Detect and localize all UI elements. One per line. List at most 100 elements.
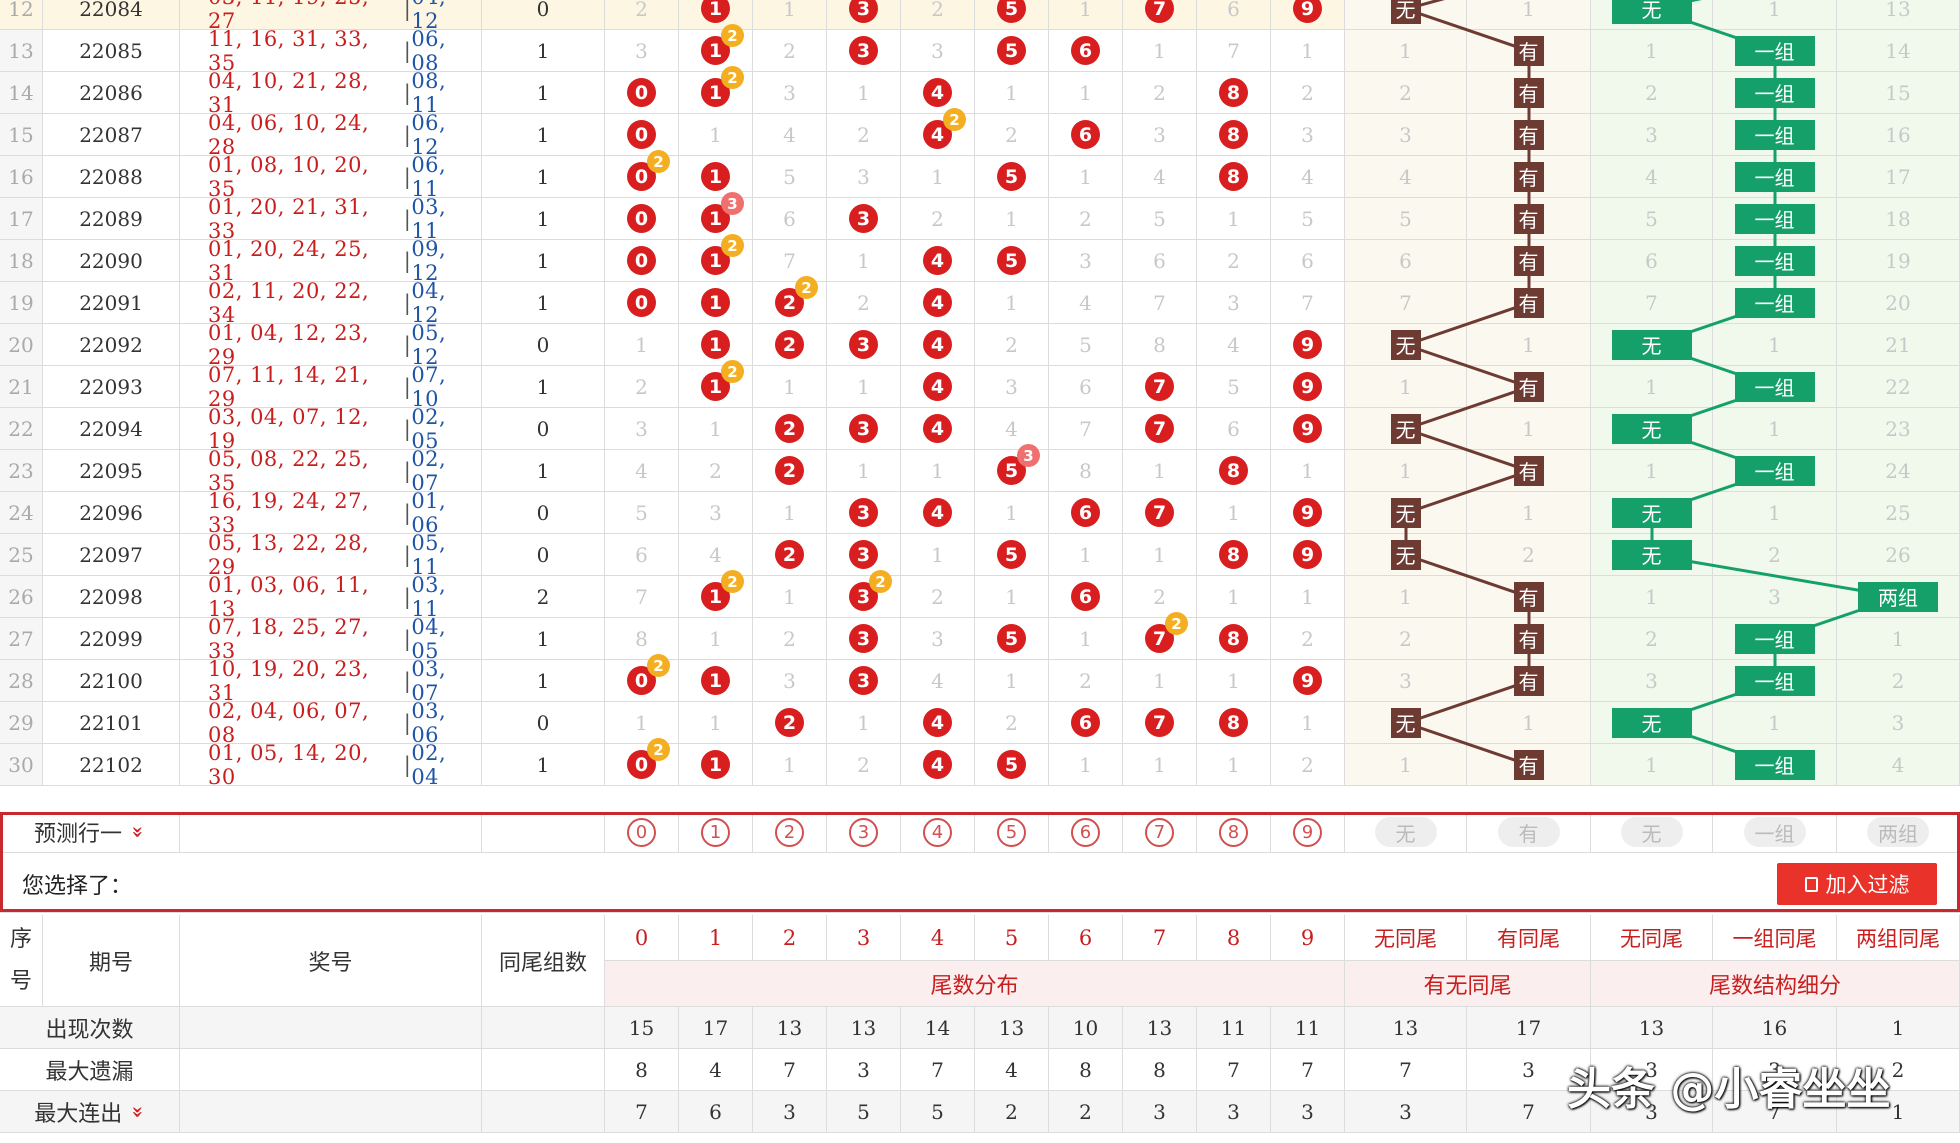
stat-value: 3 — [1123, 1091, 1197, 1133]
no-same-tail-cell: 1 — [1345, 744, 1467, 786]
predict-pill-cell[interactable]: 有 — [1467, 812, 1591, 853]
hit-ball: 9 — [1293, 414, 1322, 443]
row-draw-numbers: 04, 10, 21, 28, 31 | 08, 11 — [180, 68, 482, 117]
tail-digit-cell: 1 — [827, 366, 901, 408]
draw-separator: | — [403, 626, 412, 651]
row-seq-text: 17 — [8, 206, 34, 231]
predict-pill-cell[interactable]: 两组 — [1837, 812, 1960, 853]
miss-count: 4 — [931, 668, 944, 693]
miss-count: 1 — [1301, 38, 1314, 63]
predict-digit[interactable]: 5 — [975, 812, 1049, 853]
miss-count: 1 — [1079, 752, 1092, 777]
predict-pill[interactable]: 一组 — [1743, 817, 1806, 847]
predict-pill[interactable]: 有 — [1497, 817, 1560, 847]
hit-ball: 5 — [997, 0, 1026, 23]
predict-pill-cell[interactable]: 无 — [1345, 812, 1467, 853]
predict-digit[interactable]: 9 — [1271, 812, 1345, 853]
ball-number: 7 — [1152, 501, 1167, 524]
row-seq-text: 15 — [8, 122, 34, 147]
miss-count: 7 — [1227, 38, 1240, 63]
has-tail-marker: 有 — [1513, 161, 1544, 192]
expand-chevron-icon[interactable]: » — [126, 1105, 151, 1118]
predict-digit-ring[interactable]: 2 — [775, 817, 804, 847]
ball-number: 0 — [634, 753, 649, 776]
predict-pill[interactable]: 无 — [1374, 817, 1437, 847]
predict-digit[interactable]: 1 — [679, 812, 753, 853]
stat-value: 17 — [1467, 1007, 1591, 1049]
predict-pill[interactable]: 两组 — [1867, 817, 1929, 847]
row-group-count: 1 — [482, 282, 605, 324]
predict-digit[interactable]: 0 — [605, 812, 679, 853]
front-numbers: 04, 10, 21, 28, 31 — [208, 68, 370, 117]
hit-ball: 3 — [849, 666, 878, 695]
row-seq: 12 — [0, 0, 43, 30]
predict-pill-cell[interactable]: 一组 — [1713, 812, 1837, 853]
ball-number: 1 — [708, 249, 723, 272]
header-struct-col: 两组同尾 — [1837, 915, 1960, 961]
miss-count: 2 — [1399, 626, 1412, 651]
predict-digit-ring[interactable]: 9 — [1293, 817, 1322, 847]
hit-ball: 4 — [923, 78, 952, 107]
tail-digit-cell: 8 — [1197, 534, 1271, 576]
stat-value-text: 3 — [783, 1099, 796, 1124]
stat-value-text: 3 — [1227, 1099, 1240, 1124]
ball-number: 4 — [930, 333, 945, 356]
tail-digit-cell: 7 — [605, 576, 679, 618]
ball-number: 8 — [1226, 123, 1241, 146]
predict-digit[interactable]: 4 — [901, 812, 975, 853]
row-seq-text: 30 — [8, 752, 34, 777]
predict-label[interactable]: 预测行一» — [0, 812, 180, 853]
predict-digit-ring[interactable]: 6 — [1071, 817, 1100, 847]
stat-value-text: 13 — [1638, 1015, 1665, 1040]
hit-ball: 1 — [701, 0, 730, 23]
back-numbers: 02, 05 — [411, 404, 447, 453]
group-count-text: 0 — [536, 542, 550, 567]
tail-digit-cell: 1 — [1197, 660, 1271, 702]
ball-number: 2 — [782, 459, 797, 482]
miss-count: 19 — [1885, 248, 1911, 273]
predict-digit-ring[interactable]: 0 — [627, 817, 656, 847]
predict-digit-ring[interactable]: 7 — [1145, 817, 1174, 847]
miss-count: 1 — [709, 416, 722, 441]
structure-cell: 16 — [1837, 114, 1960, 156]
structure-cell: 15 — [1837, 72, 1960, 114]
ball-number: 2 — [782, 543, 797, 566]
miss-count: 1 — [1768, 332, 1781, 357]
predict-pill[interactable]: 无 — [1620, 817, 1683, 847]
miss-count: 5 — [1399, 206, 1412, 231]
miss-count: 4 — [1645, 164, 1658, 189]
header-tail-dist-text: 尾数分布 — [930, 973, 1019, 999]
hit-ball: 5 — [997, 540, 1026, 569]
predict-digit[interactable]: 8 — [1197, 812, 1271, 853]
has-tail-marker: 有 — [1513, 665, 1544, 696]
hit-ball: 8 — [1219, 624, 1248, 653]
predict-digit-ring[interactable]: 8 — [1219, 817, 1248, 847]
back-numbers: 06, 12 — [411, 110, 447, 159]
miss-count: 1 — [1153, 458, 1166, 483]
expand-chevron-icon[interactable]: » — [126, 825, 151, 839]
miss-count: 3 — [1645, 668, 1658, 693]
tail-digit-cell: 3 — [1049, 240, 1123, 282]
miss-count: 4 — [1891, 752, 1905, 777]
tail-digit-cell: 1 — [901, 450, 975, 492]
predict-digit-ring[interactable]: 5 — [997, 817, 1026, 847]
predict-digit[interactable]: 6 — [1049, 812, 1123, 853]
repeat-badge: 2 — [647, 738, 670, 761]
tail-digit-cell: 2 — [1271, 618, 1345, 660]
miss-count: 6 — [783, 206, 796, 231]
predict-digit[interactable]: 2 — [753, 812, 827, 853]
add-filter-button[interactable]: 加入过滤 — [1777, 863, 1937, 905]
stat-value: 17 — [679, 1007, 753, 1049]
predict-digit[interactable]: 7 — [1123, 812, 1197, 853]
predict-pill-cell[interactable]: 无 — [1591, 812, 1713, 853]
predict-digit-ring[interactable]: 4 — [923, 817, 952, 847]
header-digit-text: 9 — [1300, 925, 1315, 950]
hit-ball: 3 — [849, 624, 878, 653]
miss-count: 13 — [1885, 0, 1911, 21]
predict-digit-ring[interactable]: 3 — [849, 817, 878, 847]
predict-digit-ring[interactable]: 1 — [701, 817, 730, 847]
row-seq-text: 20 — [8, 332, 34, 357]
predict-digit[interactable]: 3 — [827, 812, 901, 853]
